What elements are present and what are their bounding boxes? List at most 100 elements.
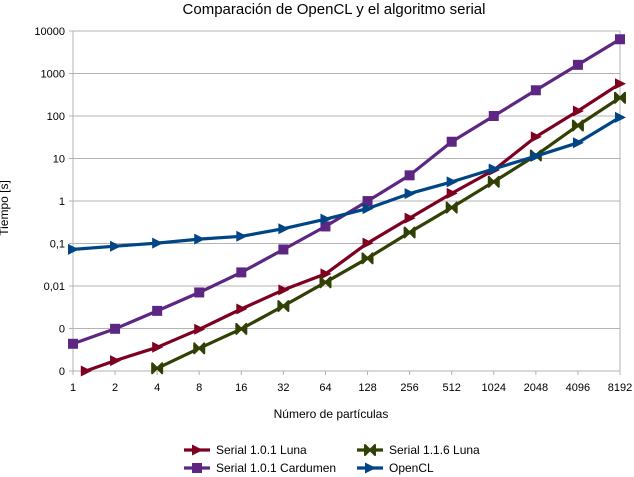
data-point	[530, 85, 541, 96]
grid	[73, 30, 620, 372]
data-point	[614, 91, 626, 104]
legend-marker	[365, 462, 376, 474]
data-point	[80, 365, 92, 377]
data-point	[572, 105, 584, 117]
legend: Serial 1.0.1 Luna Serial 1.1.6 Luna Serial…	[184, 443, 480, 475]
y-tick-label: 0	[59, 366, 65, 378]
plot-frame	[72, 30, 621, 372]
data-point	[361, 252, 374, 265]
legend-label: Serial 1.0.1 Luna	[216, 443, 307, 457]
data-point	[236, 230, 248, 242]
y-tick-label: 100	[47, 111, 65, 123]
y-axis-label: Tiempo [s]	[0, 180, 11, 236]
x-tick-label: 1	[70, 382, 76, 394]
data-point	[152, 305, 163, 316]
data-point	[320, 268, 332, 280]
data-point	[615, 111, 626, 123]
data-point	[151, 362, 164, 375]
data-point	[530, 131, 542, 143]
tick-labels: 0 0 0,01 0,1 1 10 100 1000 10000 1 2 4 8 16 32 64 128 256…	[34, 26, 632, 394]
legend-item: OpenCL	[357, 461, 434, 475]
axes	[69, 30, 621, 375]
data-point	[236, 267, 247, 278]
y-tick-label: 10	[53, 154, 65, 166]
series-line	[72, 115, 621, 251]
data-point	[404, 212, 416, 224]
x-tick-label: 2	[112, 382, 118, 394]
x-tick-label: 64	[319, 382, 331, 394]
data-point	[194, 233, 206, 245]
data-point	[571, 119, 584, 132]
data-point	[446, 136, 457, 147]
data-point	[362, 196, 373, 207]
y-tick-label: 1000	[41, 69, 65, 81]
data-point	[487, 175, 500, 188]
data-point	[110, 240, 122, 252]
x-tick-label: 128	[358, 382, 376, 394]
series-layer	[68, 34, 626, 377]
x-tick-label: 4	[154, 382, 160, 394]
data-point	[320, 213, 332, 225]
legend-item: Serial 1.1.6 Luna	[357, 443, 480, 457]
data-point	[615, 34, 625, 45]
data-point	[572, 59, 583, 70]
x-tick-label: 32	[277, 382, 289, 394]
legend-label: OpenCL	[389, 461, 434, 475]
data-point	[152, 341, 164, 353]
data-point	[488, 163, 500, 175]
x-tick-label: 8	[196, 382, 202, 394]
data-point	[236, 303, 248, 315]
data-point	[488, 111, 499, 121]
data-point	[277, 300, 290, 313]
legend-marker	[192, 444, 203, 456]
x-tick-label: 4096	[566, 382, 590, 394]
x-tick-label: 512	[443, 382, 461, 394]
data-point	[68, 243, 79, 255]
data-point	[152, 237, 164, 249]
chart-title: Comparación de OpenCL y el algoritmo ser…	[183, 1, 486, 18]
y-tick-label: 1	[59, 196, 65, 208]
x-tick-label: 16	[235, 382, 247, 394]
legend-label: Serial 1.1.6 Luna	[389, 443, 480, 457]
data-point	[110, 355, 122, 367]
y-tick-label: 0,1	[50, 239, 65, 251]
data-point	[278, 284, 290, 296]
data-point	[194, 323, 206, 335]
legend-item: Serial 1.0.1 Cardumen	[184, 461, 336, 475]
x-tick-label: 2048	[524, 382, 548, 394]
series-1	[151, 91, 626, 375]
data-point	[572, 137, 584, 149]
series-line	[72, 37, 621, 346]
data-point	[194, 287, 205, 298]
data-point	[68, 338, 78, 349]
y-tick-label: 0	[59, 324, 65, 336]
data-point	[445, 201, 458, 214]
x-axis-label: Número de partículas	[274, 407, 389, 421]
data-point	[320, 221, 331, 232]
y-tick-label: 10000	[34, 26, 65, 38]
legend-label: Serial 1.0.1 Cardumen	[216, 461, 336, 475]
legend-marker	[192, 463, 202, 473]
x-tick-label: 1024	[482, 382, 506, 394]
data-point	[446, 187, 458, 199]
x-tick-label: 256	[400, 382, 418, 394]
data-point	[193, 342, 206, 355]
x-tick-label: 8192	[608, 382, 632, 394]
data-point	[530, 150, 542, 162]
data-point	[319, 276, 332, 289]
series-line	[85, 82, 621, 373]
data-point	[362, 203, 374, 215]
data-point	[446, 176, 458, 188]
data-point	[403, 226, 416, 239]
legend-marker	[364, 444, 376, 456]
data-point	[278, 223, 290, 235]
y-tick-label: 0,01	[44, 281, 65, 293]
series-0	[80, 78, 626, 377]
data-point	[278, 244, 289, 255]
data-point	[404, 188, 416, 200]
series-line	[156, 96, 621, 370]
data-point	[110, 323, 121, 334]
data-point	[235, 322, 248, 335]
legend-item: Serial 1.0.1 Luna	[184, 443, 307, 457]
